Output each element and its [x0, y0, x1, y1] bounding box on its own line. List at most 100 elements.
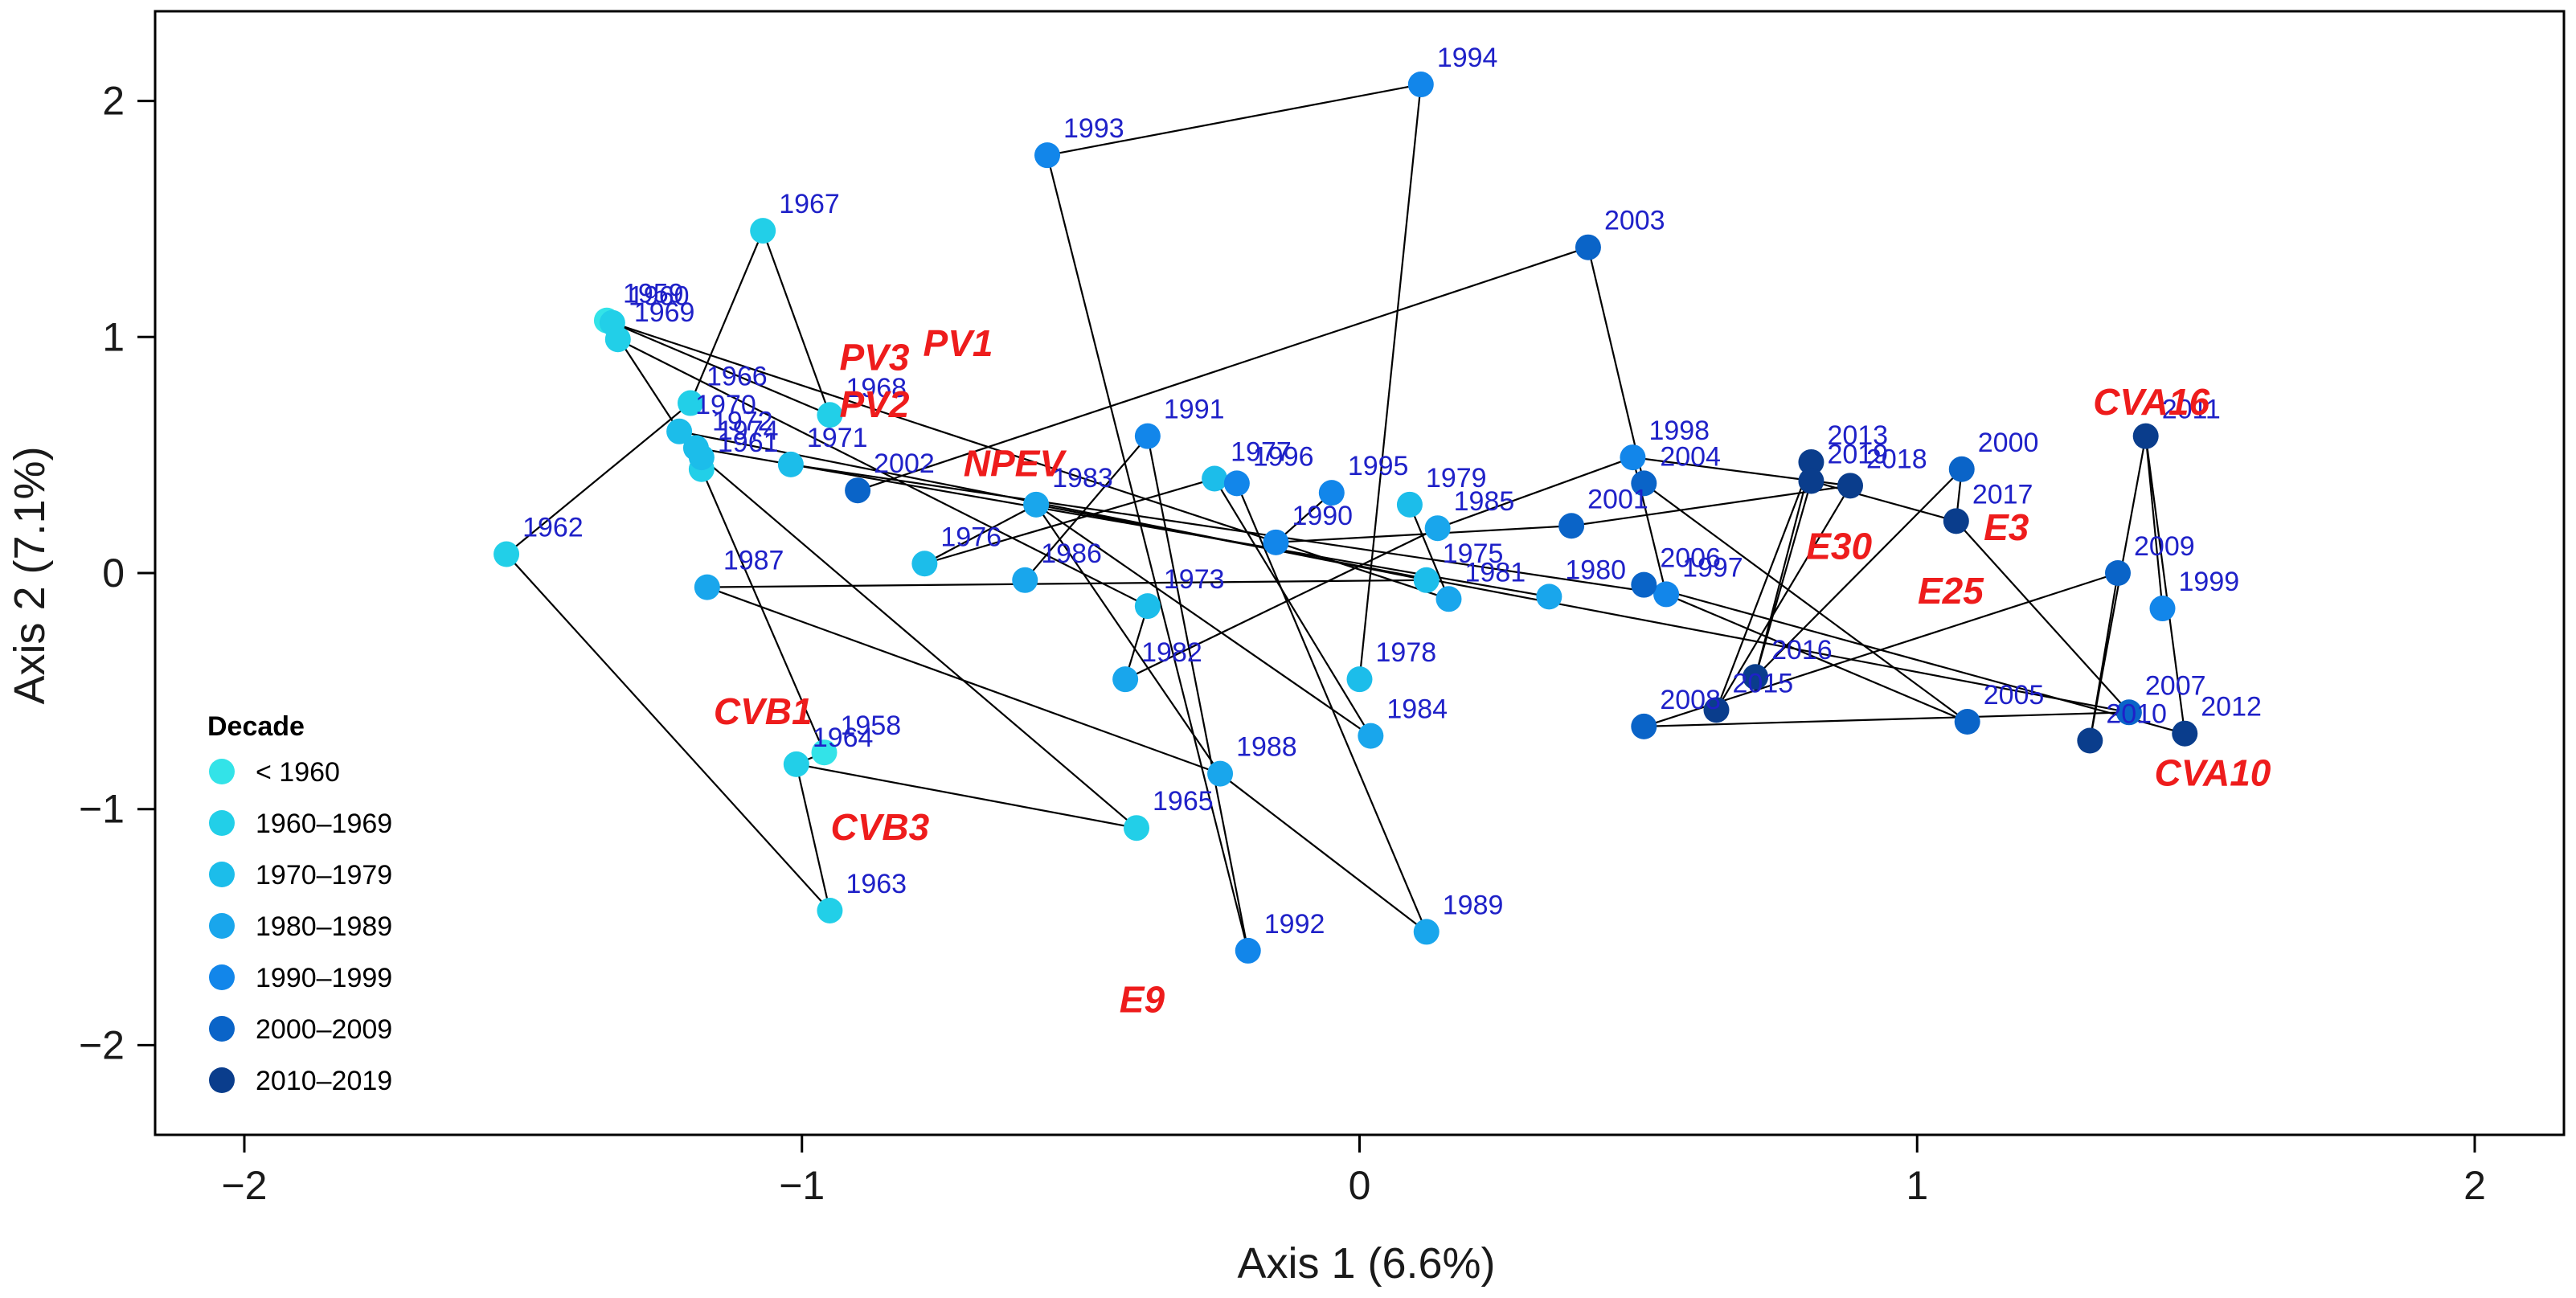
- data-point: [1112, 666, 1139, 693]
- data-point: [1948, 456, 1975, 482]
- connection-line: [1024, 435, 1149, 581]
- x-tick-label: −1: [779, 1163, 825, 1208]
- point-label: 1993: [1063, 113, 1124, 144]
- point-label: 1997: [1682, 552, 1743, 583]
- connection-line: [924, 503, 1037, 565]
- data-point: [678, 390, 703, 416]
- point-label: 1987: [723, 546, 784, 576]
- data-point: [1703, 697, 1730, 723]
- data-point: [694, 574, 720, 600]
- point-label: 2001: [1587, 484, 1648, 514]
- legend-label: 1990–1999: [256, 963, 392, 993]
- point-label: 1968: [846, 373, 907, 403]
- serotype-label: CVB1: [714, 690, 813, 732]
- connection-line: [1715, 485, 1851, 710]
- data-point: [1424, 515, 1451, 542]
- legend: Decade < 1960 1960–1969 1970–1979 1980–1989…: [207, 711, 392, 1096]
- data-point: [1743, 664, 1769, 690]
- point-label: 2011: [2162, 395, 2221, 425]
- point-label: 2019: [1827, 439, 1888, 469]
- data-point: [2132, 423, 2159, 449]
- legend-swatch: [209, 1016, 235, 1042]
- point-label: 2008: [1660, 685, 1721, 715]
- data-point: [1235, 937, 1261, 964]
- data-point: [1631, 571, 1657, 598]
- point-label: 1961: [718, 428, 779, 458]
- data-point: [1954, 709, 1980, 735]
- connection-line: [695, 447, 1550, 598]
- data-point: [1536, 583, 1562, 610]
- point-label: 2010: [2106, 699, 2167, 730]
- point-label: 1976: [940, 522, 1001, 552]
- point-label: 1980: [1565, 555, 1626, 585]
- data-points: [493, 72, 2198, 964]
- point-label: 1999: [2179, 567, 2240, 597]
- data-point: [493, 541, 520, 567]
- point-label: 1973: [1164, 564, 1225, 595]
- data-point: [1034, 142, 1060, 169]
- connection-line: [796, 763, 1137, 829]
- legend-swatch: [209, 810, 235, 836]
- serotype-label: E9: [1120, 978, 1165, 1020]
- point-label: 1965: [1153, 786, 1214, 817]
- legend-label: 1980–1989: [256, 911, 392, 942]
- connection-line: [612, 321, 1449, 600]
- point-label: 2007: [2145, 670, 2206, 701]
- serotype-label: PV1: [924, 322, 993, 364]
- connection-line: [701, 457, 1137, 829]
- data-point: [777, 451, 804, 477]
- data-point: [1202, 465, 1228, 492]
- data-point: [817, 402, 843, 428]
- connection-line: [1811, 480, 1957, 522]
- point-label: 1967: [779, 189, 840, 219]
- connection-line: [1035, 503, 2130, 714]
- connection-line: [1276, 525, 1572, 543]
- data-point: [2105, 560, 2131, 586]
- point-label: 1996: [1253, 441, 1314, 472]
- data-point: [1263, 529, 1289, 555]
- connection-line: [795, 764, 831, 911]
- point-label: 1974: [718, 416, 779, 446]
- serotype-label: PV3: [839, 336, 909, 378]
- point-label: 1983: [1052, 463, 1113, 493]
- connection-line: [1214, 477, 1372, 737]
- data-point: [1798, 448, 1824, 475]
- connection-line: [506, 402, 691, 555]
- connection-line: [790, 463, 1667, 596]
- x-tick-label: 2: [2463, 1163, 2486, 1208]
- connection-line: [1755, 481, 1812, 678]
- connection-line: [1035, 503, 1372, 737]
- point-label: 1959: [623, 279, 684, 309]
- point-label: 1962: [522, 513, 584, 543]
- legend-label: 2000–2009: [256, 1014, 392, 1045]
- connection-line: [1358, 84, 1422, 680]
- point-label: 1977: [1231, 437, 1292, 468]
- y-tick-label: 2: [102, 79, 125, 124]
- x-axis: −2 −1 0 1 2: [221, 1135, 2486, 1208]
- connection-lines: [506, 83, 2186, 952]
- point-label: 1966: [706, 362, 768, 392]
- connection-line: [762, 230, 831, 416]
- point-label: 1978: [1376, 637, 1437, 668]
- point-label: 1981: [1465, 557, 1526, 588]
- serotype-label: NPEV: [964, 443, 1067, 485]
- legend-title: Decade: [207, 711, 305, 742]
- data-point: [1413, 567, 1440, 593]
- point-label: 1972: [712, 406, 773, 436]
- legend-label: 1970–1979: [256, 860, 392, 891]
- connection-line: [2144, 436, 2186, 734]
- y-tick-label: 1: [102, 314, 125, 359]
- legend-swatch: [209, 1067, 235, 1093]
- data-point: [1358, 723, 1384, 749]
- point-label: 1971: [807, 423, 868, 453]
- connection-line: [1219, 772, 1427, 933]
- connection-line: [1035, 504, 1221, 775]
- data-point: [1124, 815, 1149, 841]
- point-label: 1991: [1164, 395, 1225, 425]
- data-point: [1012, 567, 1038, 593]
- point-label: 2002: [874, 448, 935, 479]
- y-axis: −2 −1 0 1 2: [79, 79, 155, 1067]
